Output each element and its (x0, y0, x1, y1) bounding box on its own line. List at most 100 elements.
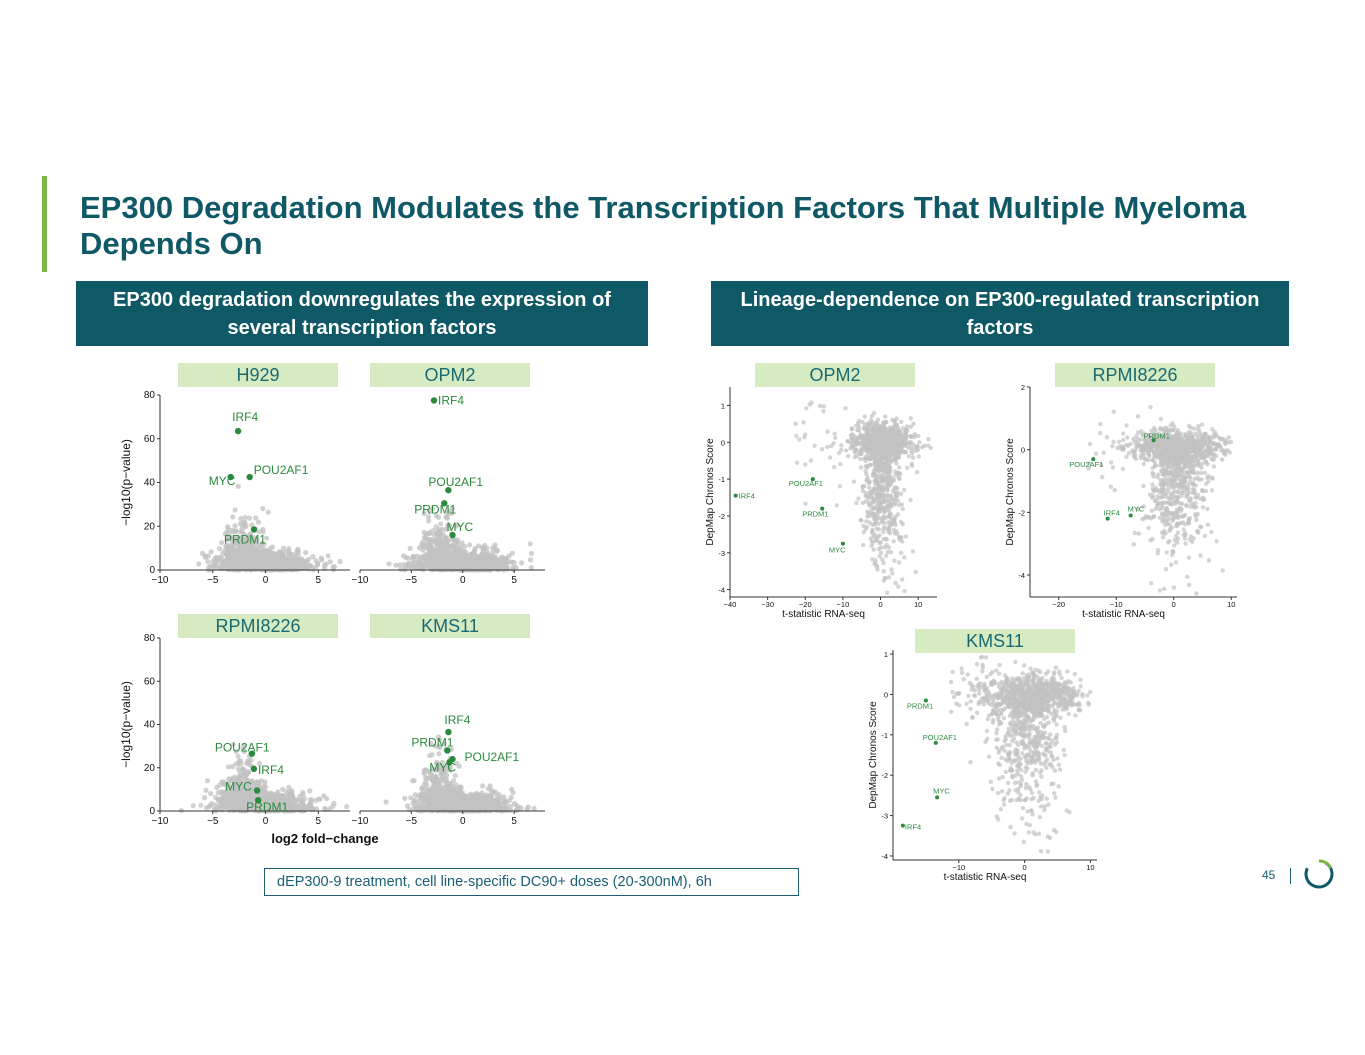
background-point (472, 807, 478, 813)
background-point (235, 547, 242, 553)
y-tick-label: 20 (144, 763, 156, 774)
background-point (443, 776, 449, 782)
background-point (252, 539, 258, 545)
background-point (248, 557, 254, 563)
background-point (237, 551, 243, 557)
background-point (259, 540, 265, 546)
x-tick-label: −10 (352, 575, 369, 586)
background-point (854, 500, 859, 506)
background-point (902, 555, 907, 560)
highlighted-point-irf4 (234, 427, 242, 435)
background-point (439, 565, 445, 571)
background-point (398, 566, 404, 572)
highlighted-point-myc (449, 531, 456, 539)
background-point (513, 564, 519, 571)
background-point (280, 786, 286, 792)
background-point (242, 514, 248, 520)
background-point (257, 565, 263, 571)
background-point (438, 521, 444, 527)
background-point (881, 569, 886, 574)
background-point (245, 550, 251, 557)
background-point (518, 805, 524, 811)
background-point (821, 404, 826, 409)
background-point (494, 804, 500, 810)
background-point (408, 795, 414, 801)
panel-label-dep-rpmi8226: RPMI8226 (1055, 363, 1215, 387)
background-point (452, 523, 458, 529)
background-point (881, 560, 886, 566)
highlighted-point-myc (446, 759, 453, 766)
background-point (280, 794, 286, 801)
x-tick-label: −5 (207, 816, 219, 827)
background-point (244, 777, 250, 783)
background-point (421, 555, 427, 561)
background-point (470, 559, 477, 565)
background-point (315, 562, 321, 568)
background-point (234, 534, 240, 540)
background-point (256, 529, 262, 535)
background-point (418, 791, 424, 797)
background-point (426, 795, 432, 801)
background-point (260, 506, 266, 512)
right-section-header: Lineage-dependence on EP300-regulated tr… (711, 281, 1289, 346)
gene-label-irf4: IRF4 (444, 713, 470, 727)
background-point (451, 544, 457, 550)
background-point (485, 564, 491, 571)
background-point (426, 530, 433, 536)
background-point (421, 535, 428, 541)
background-point (451, 559, 457, 565)
background-point (851, 479, 857, 484)
background-point (245, 760, 251, 766)
background-point (839, 447, 844, 453)
background-point (255, 780, 261, 786)
background-point (313, 806, 319, 812)
x-tick-label: 5 (511, 816, 517, 827)
background-point (228, 535, 234, 541)
background-point (888, 550, 894, 555)
background-point (465, 563, 471, 569)
background-point (440, 557, 446, 564)
background-point (793, 421, 798, 426)
background-point (250, 563, 256, 569)
highlighted-point-prdm1 (254, 796, 262, 804)
highlighted-point-myc (227, 473, 234, 481)
background-point (456, 804, 462, 810)
background-point (221, 804, 228, 810)
background-point (234, 799, 240, 805)
background-point (293, 797, 299, 803)
background-point (215, 790, 221, 796)
x-tick-label: −10 (152, 575, 169, 586)
background-point (228, 542, 234, 548)
background-point (462, 804, 468, 810)
background-point (207, 803, 213, 809)
background-point (405, 562, 411, 569)
background-point (287, 551, 293, 557)
background-point (410, 778, 416, 784)
background-point (436, 514, 442, 520)
background-point (242, 536, 248, 542)
background-point (217, 546, 223, 552)
background-point (428, 740, 434, 747)
background-point (910, 549, 916, 554)
highlighted-point-pou2af1 (246, 473, 253, 481)
background-point (445, 553, 451, 559)
background-point (401, 561, 407, 568)
background-point (434, 564, 440, 570)
background-point (203, 805, 209, 811)
background-point (892, 558, 897, 563)
background-point (442, 544, 448, 551)
x-tick-label: 0 (460, 575, 466, 586)
background-point (224, 529, 230, 535)
background-point (233, 748, 239, 755)
background-point (452, 566, 458, 572)
background-point (470, 793, 476, 799)
background-point (436, 531, 443, 537)
background-point (260, 789, 266, 795)
background-point (190, 803, 196, 809)
background-point (225, 794, 231, 800)
background-point (204, 778, 211, 784)
x-tick-label: 0 (460, 816, 466, 827)
background-point (286, 562, 293, 569)
background-point (229, 801, 235, 808)
background-point (438, 778, 444, 784)
